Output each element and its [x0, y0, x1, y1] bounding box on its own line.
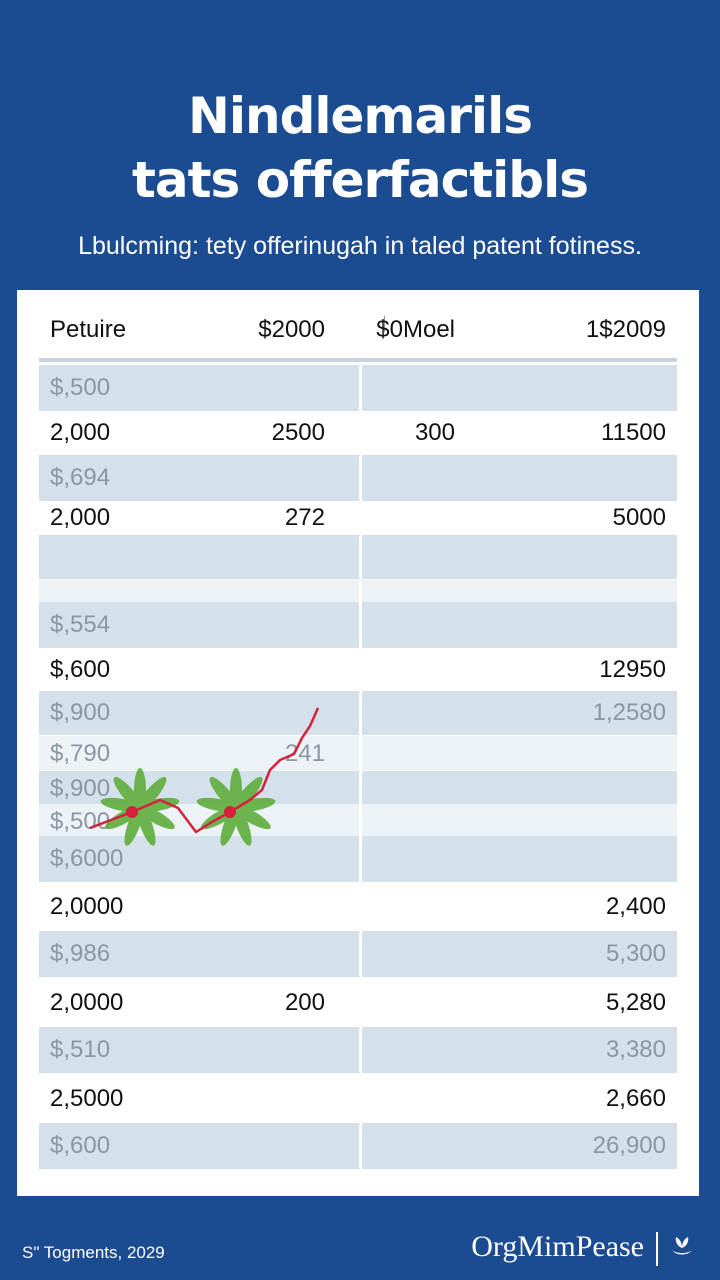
table-row: 2,0000 2,400 — [39, 883, 677, 931]
table-row: $,500 — [39, 804, 677, 836]
row-shade-left — [39, 1123, 359, 1169]
table-panel: Petuire $2000 $0Moel 1$2009 $,500 2,000 25… — [17, 290, 699, 1196]
table-cell: 2,5000 — [50, 1085, 124, 1112]
table-row: $,600 26,900 — [39, 1123, 677, 1169]
footer-divider — [656, 1232, 658, 1266]
row-shade-left — [39, 1027, 359, 1073]
row-shade-left — [39, 365, 359, 411]
table-cell: $,790 — [50, 740, 111, 767]
table-row: $,900 — [39, 771, 677, 805]
table-cell: $,900 — [50, 699, 111, 726]
row-shade-right — [362, 736, 677, 770]
table-row: 2,000 2500 300 11500 — [39, 411, 677, 455]
row-shade-right — [362, 1027, 677, 1073]
table-row: $,694 — [39, 455, 677, 501]
chart-subtitle: Lbulcming: tety offerinugah in taled pat… — [78, 232, 642, 260]
row-shade-right — [362, 836, 677, 882]
table-cell: 2,0000 — [50, 893, 124, 920]
row-shade-right — [362, 804, 677, 836]
table-cell: 2,0000 — [50, 989, 124, 1016]
table-cell: 2,400 — [605, 893, 666, 920]
table-row: $,500 — [39, 365, 677, 411]
table-cell: 2500 — [271, 419, 325, 446]
table-cell: 11500 — [601, 419, 666, 446]
header-divider — [384, 316, 385, 332]
table-cell: $,500 — [50, 808, 111, 835]
row-shade-right — [362, 771, 677, 805]
table-row: $,600 12950 — [39, 649, 677, 691]
table-row: $,986 5,300 — [39, 931, 677, 977]
row-shade-right — [362, 535, 677, 579]
table-header: Petuire $2000 $0Moel 1$2009 — [39, 290, 677, 362]
table-row: $,900 1,2580 — [39, 691, 677, 735]
row-shade-left — [39, 455, 359, 501]
table-cell: 12950 — [599, 656, 666, 683]
table-cell: 2,660 — [605, 1085, 666, 1112]
table-row: $,6000 — [39, 836, 677, 882]
table-cell: $,500 — [50, 374, 111, 401]
table-cell: $,554 — [50, 611, 111, 638]
table-cell: 3,380 — [605, 1036, 666, 1063]
table-cell: $,900 — [50, 775, 111, 802]
table-cell: 300 — [414, 419, 455, 446]
row-shade-right — [362, 1123, 677, 1169]
table-row: $,790 241 — [39, 736, 677, 770]
column-header-2: $2000 — [258, 316, 325, 343]
table-cell: 241 — [284, 740, 325, 767]
table-cell: 272 — [284, 504, 325, 531]
table-row: $,554 — [39, 602, 677, 648]
column-header-4: 1$2009 — [585, 316, 666, 343]
table-cell: 5000 — [612, 504, 666, 531]
chart-title: Nindlemarils tats offerfactibls — [0, 84, 720, 212]
leaf-hand-icon — [672, 1237, 692, 1255]
row-shade-right — [362, 365, 677, 411]
table-cell: 5,280 — [605, 989, 666, 1016]
row-shade-left — [39, 535, 359, 579]
table-row: 2,000 272 5000 — [39, 500, 677, 536]
column-header-1: Petuire — [50, 316, 127, 343]
table-cell: 2,000 — [50, 419, 111, 446]
table-cell: $,600 — [50, 656, 111, 683]
chart-title-line-1: Nindlemarils — [188, 87, 533, 145]
row-shade-right — [362, 455, 677, 501]
table-cell: 2,000 — [50, 504, 111, 531]
table-cell: 26,900 — [592, 1132, 666, 1159]
table-row — [39, 535, 677, 579]
column-header-3: $0Moel — [376, 316, 455, 343]
table-row — [39, 580, 677, 602]
table-row: $,510 3,380 — [39, 1027, 677, 1073]
row-shade-right — [362, 580, 677, 602]
row-shade-left — [39, 836, 359, 882]
footer-credit: S" Togments, 2029 — [22, 1243, 165, 1262]
table-cell: 200 — [284, 989, 325, 1016]
table-cell: $,510 — [50, 1036, 111, 1063]
table-row: 2,0000 200 5,280 — [39, 979, 677, 1027]
table-cell: $,600 — [50, 1132, 111, 1159]
table-cell: $,6000 — [50, 845, 124, 872]
table-cell: $,986 — [50, 940, 111, 967]
row-shade-right — [362, 602, 677, 648]
table-row: 2,5000 2,660 — [39, 1075, 677, 1123]
row-shade-left — [39, 931, 359, 977]
row-shade-left — [39, 580, 359, 602]
row-shade-right — [362, 931, 677, 977]
row-shade-left — [39, 602, 359, 648]
table-cell: $,694 — [50, 464, 111, 491]
footer-brand: OrgMimPease — [471, 1230, 644, 1263]
table-cell: 1,2580 — [592, 699, 666, 726]
row-shade-right — [362, 691, 677, 735]
table-cell: 5,300 — [605, 940, 666, 967]
chart-title-line-2: tats offerfactibls — [132, 151, 589, 209]
